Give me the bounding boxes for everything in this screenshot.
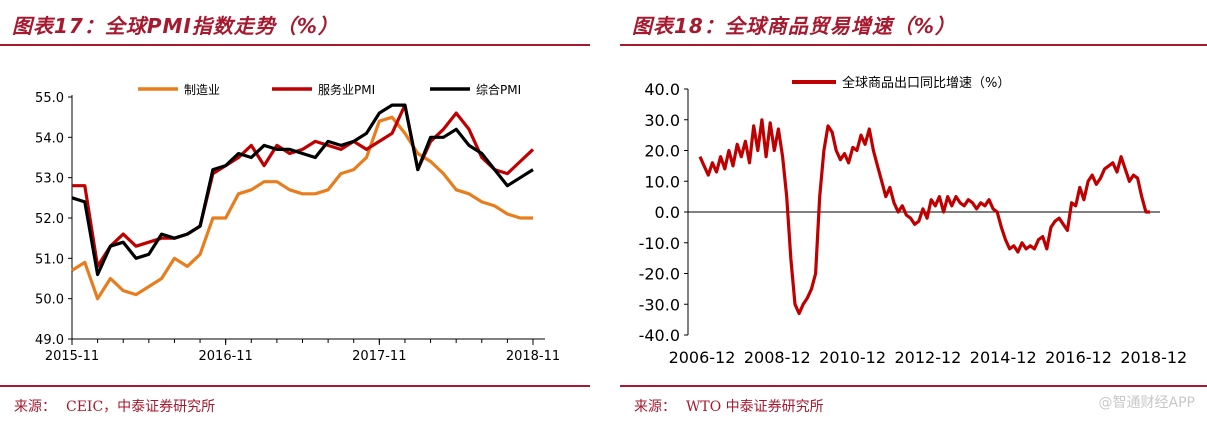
title-divider: [0, 44, 590, 46]
x-tick-label: 2017-11: [352, 349, 406, 364]
series-line-2: [72, 103, 535, 268]
x-tick-label: 2014-12: [970, 348, 1037, 367]
title-divider: [620, 44, 1207, 46]
source-note: 来源： WTO 中泰证券研究所: [634, 396, 834, 416]
y-tick-label: 54.0: [35, 131, 64, 146]
x-tick-label: 2008-12: [744, 348, 811, 367]
x-tick-label: 2018-12: [1120, 348, 1187, 367]
chart-panel-trade: 图表18：全球商品贸易增速（%） -40.0 -30.0 -20.0 -10.0 0.0…: [620, 0, 1207, 421]
y-tick-label: -10.0: [639, 234, 680, 253]
source-text: CEIC，中泰证券研究所: [66, 399, 216, 415]
x-tick-label: 2010-12: [819, 348, 886, 367]
chart-title: 图表17：全球PMI指数走势（%）: [12, 14, 339, 38]
pmi-line-chart: 49.0 50.0 51.0 52.0 53.0 54.0 55.0 2015-11 2016-…: [35, 82, 560, 364]
x-tick-label: 2016-11: [199, 349, 253, 364]
trade-growth-line-chart: -40.0 -30.0 -20.0 -10.0 0.0 10.0 20.0 30.0 40.0 2…: [639, 75, 1188, 367]
y-tick-label: 0.0: [655, 203, 680, 222]
y-tick-label: -40.0: [639, 326, 680, 345]
legend-label: 综合PMI: [476, 82, 521, 97]
series-line-1: [71, 115, 533, 301]
legend-label: 制造业: [184, 83, 220, 97]
y-tick-label: -20.0: [639, 265, 680, 284]
chart-title: 图表18：全球商品贸易增速（%）: [632, 14, 956, 38]
source-divider: [0, 385, 590, 387]
source-note: 来源： CEIC，中泰证券研究所: [14, 396, 225, 416]
source-text: WTO 中泰证券研究所: [686, 399, 824, 415]
series-line-3: [71, 103, 534, 277]
y-tick-label: 51.0: [35, 252, 64, 267]
x-tick-label: 2012-12: [894, 348, 961, 367]
y-tick-label: 53.0: [35, 172, 64, 187]
source-label: 来源：: [14, 399, 56, 415]
watermark: @智通财经APP: [1098, 395, 1195, 411]
x-tick-label: 2015-11: [45, 349, 99, 364]
legend-label: 全球商品出口同比增速（%）: [842, 75, 1010, 91]
y-tick-label: 50.0: [35, 293, 64, 308]
y-tick-label: 40.0: [644, 80, 680, 99]
x-tick-label: 2016-12: [1045, 348, 1112, 367]
source-label: 来源：: [634, 399, 676, 415]
y-tick-label: 49.0: [35, 333, 64, 348]
series-line-1: [698, 118, 1150, 316]
source-divider: [620, 385, 1207, 387]
y-tick-label: 20.0: [644, 142, 680, 161]
chart-panel-pmi: 图表17：全球PMI指数走势（%） 49.0 50.0 51.0 52.0 53.0 54…: [0, 0, 590, 421]
y-tick-label: 30.0: [644, 111, 680, 130]
x-tick-label: 2018-11: [506, 349, 560, 364]
x-tick-label: 2006-12: [669, 348, 736, 367]
y-tick-label: -30.0: [639, 295, 680, 314]
y-tick-label: 10.0: [644, 172, 680, 191]
y-tick-label: 55.0: [35, 91, 64, 106]
y-tick-label: 52.0: [35, 212, 64, 227]
legend-label: 服务业PMI: [318, 82, 375, 97]
